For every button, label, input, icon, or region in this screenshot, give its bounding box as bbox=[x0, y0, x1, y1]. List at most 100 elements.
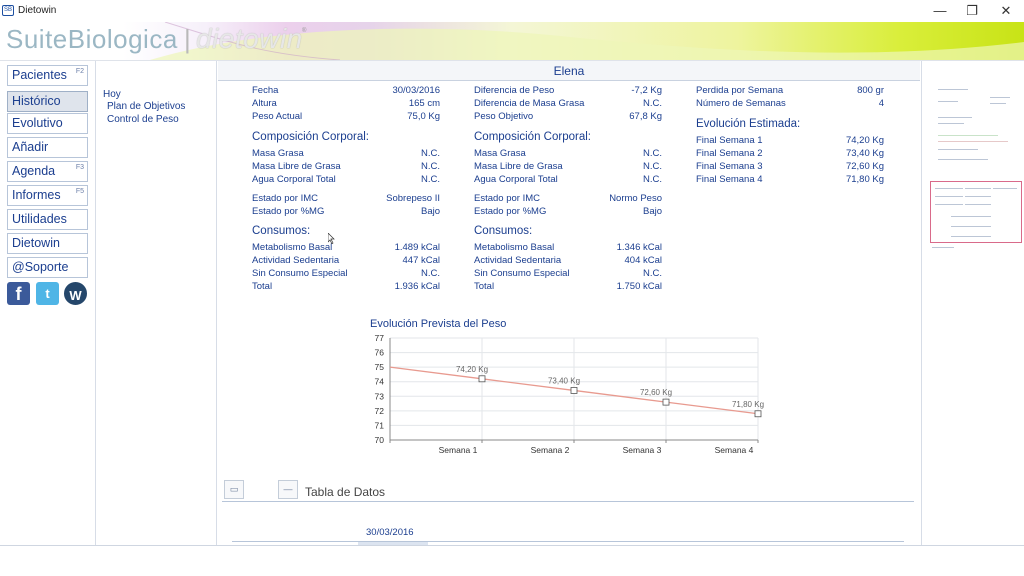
chart-y-tick-label: 77 bbox=[375, 333, 385, 343]
col2-total-value: 1.750 kCal bbox=[616, 281, 662, 292]
col2-metabolismo-label: Metabolismo Basal bbox=[474, 242, 555, 253]
twitter-icon[interactable]: t bbox=[36, 282, 59, 305]
chart-data-label: 72,60 Kg bbox=[640, 388, 672, 397]
nav-dietowin-button[interactable]: Dietowin bbox=[7, 233, 88, 254]
close-button[interactable]: ✕ bbox=[1000, 3, 1012, 18]
col3-semana4-value: 71,80 Kg bbox=[845, 174, 884, 185]
col2-masa-libre-value: N.C. bbox=[643, 161, 662, 172]
banner-swoosh bbox=[150, 22, 1024, 60]
col1-estado-imc-label: Estado por IMC bbox=[252, 193, 318, 204]
col1-fecha-label: Fecha bbox=[252, 85, 279, 96]
chart-y-tick-label: 73 bbox=[375, 391, 385, 401]
col3-semana2-value: 73,40 Kg bbox=[845, 148, 884, 159]
weight-forecast-chart: 70 71 72 73 74 75 76 77 Semana 1 Semana 2 Semana 3… bbox=[375, 333, 764, 455]
col3-semana4-label: Final Semana 4 bbox=[696, 174, 763, 185]
tree-item-control-peso[interactable]: Control de Peso bbox=[107, 114, 179, 125]
nav-utilidades-button[interactable]: Utilidades bbox=[7, 209, 88, 230]
col2-sin-consumo-value: N.C. bbox=[643, 268, 662, 279]
chart-title: Evolución Prevista del Peso bbox=[370, 318, 507, 330]
col2-estado-imc-label: Estado por IMC bbox=[474, 193, 540, 204]
facebook-icon[interactable]: f bbox=[7, 282, 30, 305]
nav-agenda-button[interactable]: Agenda F3 bbox=[7, 161, 88, 182]
chart-data-label: 71,80 Kg bbox=[732, 400, 764, 409]
col2-consumos-title: Consumos: bbox=[474, 225, 533, 237]
nav-label: Dietowin bbox=[12, 236, 60, 250]
tree-item-plan-objetivos[interactable]: Plan de Objetivos bbox=[107, 101, 186, 112]
col1-altura-value: 165 cm bbox=[408, 98, 440, 109]
col3-semana2-label: Final Semana 2 bbox=[696, 148, 763, 159]
nav-historico-button[interactable]: Histórico bbox=[7, 91, 88, 112]
nav-label: Histórico bbox=[12, 94, 61, 108]
col1-masa-libre-label: Masa Libre de Grasa bbox=[252, 161, 341, 172]
col3-semana3-value: 72,60 Kg bbox=[845, 161, 884, 172]
col2-metabolismo-value: 1.346 kCal bbox=[616, 242, 662, 253]
col2-estado-mg-value: Bajo bbox=[642, 206, 662, 217]
col1-metabolismo-label: Metabolismo Basal bbox=[252, 242, 333, 253]
chart-data-label: 74,20 Kg bbox=[456, 365, 488, 374]
nav-label: Agenda bbox=[12, 164, 56, 178]
col1-total-label: Total bbox=[252, 281, 273, 292]
col3-perdida-value: 800 gr bbox=[857, 85, 884, 96]
col1-actividad-label: Actividad Sedentaria bbox=[252, 255, 340, 266]
nav-label: Evolutivo bbox=[12, 116, 63, 130]
col2-peso-objetivo-label: Peso Objetivo bbox=[474, 111, 534, 122]
thumbnail-caption-line bbox=[932, 247, 954, 248]
col3-evolucion-title: Evolución Estimada: bbox=[696, 118, 801, 130]
col2-agua-value: N.C. bbox=[643, 174, 662, 185]
col1-peso-label: Peso Actual bbox=[252, 111, 303, 122]
nav-label: Pacientes bbox=[12, 68, 67, 82]
col2-masa-grasa-value: N.C. bbox=[643, 148, 662, 159]
page-thumbnail-2[interactable] bbox=[930, 181, 1022, 243]
col2-estado-mg-label: Estado por %MG bbox=[474, 206, 547, 217]
col2-peso-objetivo-value: 67,8 Kg bbox=[629, 111, 662, 122]
nav-evolutivo-button[interactable]: Evolutivo bbox=[7, 113, 88, 134]
chart-y-tick-label: 70 bbox=[375, 435, 385, 445]
chart-data-point bbox=[570, 387, 578, 394]
col1-fecha-value: 30/03/2016 bbox=[392, 85, 440, 96]
nav-soporte-button[interactable]: @Soporte bbox=[7, 257, 88, 278]
chart-x-tick-label: Semana 3 bbox=[623, 445, 662, 455]
data-table-cell bbox=[358, 542, 428, 546]
chart-y-tick-label: 74 bbox=[375, 377, 385, 387]
chart-data-label: 73,40 Kg bbox=[548, 376, 580, 385]
data-table-divider bbox=[232, 541, 904, 542]
nav-shortcut: F5 bbox=[75, 188, 84, 195]
col1-masa-grasa-label: Masa Grasa bbox=[252, 148, 304, 159]
col1-masa-grasa-value: N.C. bbox=[421, 148, 440, 159]
col1-actividad-value: 447 kCal bbox=[402, 255, 441, 266]
restore-button[interactable]: ❐ bbox=[966, 3, 978, 18]
col1-agua-label: Agua Corporal Total bbox=[252, 174, 336, 185]
col1-sin-consumo-label: Sin Consumo Especial bbox=[252, 268, 348, 279]
data-table-title: Tabla de Datos bbox=[305, 485, 386, 499]
tree-item-hoy[interactable]: Hoy bbox=[103, 89, 121, 100]
nav-anadir-button[interactable]: Añadir bbox=[7, 137, 88, 158]
print-icon[interactable]: ▭ bbox=[224, 480, 244, 499]
col1-estado-imc-value: Sobrepeso II bbox=[386, 193, 440, 204]
wordpress-icon[interactable]: W bbox=[64, 282, 87, 305]
col2-composicion-title: Composición Corporal: bbox=[474, 131, 591, 143]
col2-diferencia-grasa-value: N.C. bbox=[643, 98, 662, 109]
nav-label: Utilidades bbox=[12, 212, 67, 226]
col1-masa-libre-value: N.C. bbox=[421, 161, 440, 172]
nav-informes-button[interactable]: Informes F5 bbox=[7, 185, 88, 206]
page-thumbnail-1[interactable] bbox=[930, 83, 1022, 175]
banner-divider bbox=[0, 60, 1024, 61]
col2-sin-consumo-label: Sin Consumo Especial bbox=[474, 268, 570, 279]
collapse-icon[interactable]: — bbox=[278, 480, 298, 499]
col3-semanas-label: Número de Semanas bbox=[696, 98, 786, 109]
col2-diferencia-grasa-label: Diferencia de Masa Grasa bbox=[474, 98, 585, 109]
brand-product-logo: dietowin bbox=[196, 23, 303, 54]
window-title: Dietowin bbox=[18, 5, 57, 16]
minimize-button[interactable]: — bbox=[933, 3, 947, 18]
toolbar-spacer bbox=[252, 480, 272, 499]
col3-semana3-label: Final Semana 3 bbox=[696, 161, 763, 172]
nav-shortcut: F3 bbox=[75, 164, 84, 171]
chart-data-point bbox=[478, 375, 486, 383]
col2-actividad-value: 404 kCal bbox=[624, 255, 663, 266]
chart-x-tick-label: Semana 4 bbox=[715, 445, 754, 455]
nav-pacientes-button[interactable]: Pacientes F2 bbox=[7, 65, 88, 86]
col2-diferencia-peso-value: -7,2 Kg bbox=[631, 85, 662, 96]
nav-shortcut: F2 bbox=[75, 68, 84, 75]
col3-semana1-value: 74,20 Kg bbox=[845, 135, 884, 146]
col2-agua-label: Agua Corporal Total bbox=[474, 174, 558, 185]
